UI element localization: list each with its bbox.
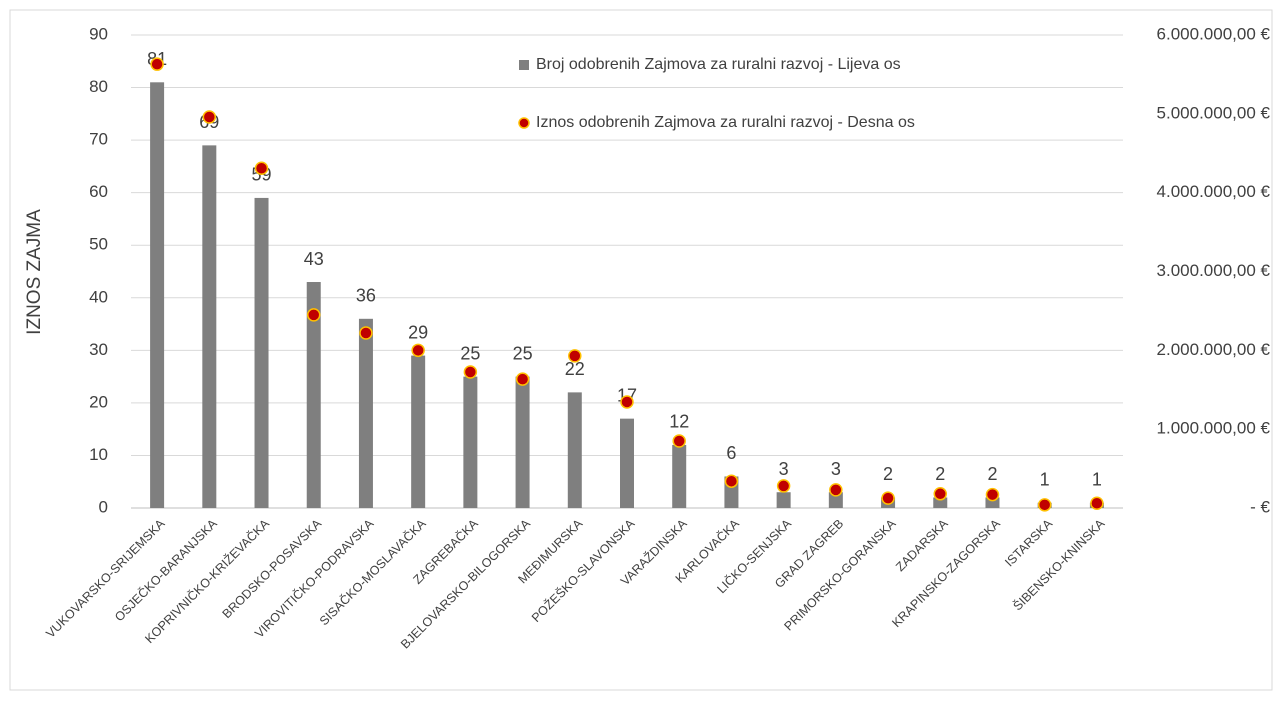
point	[463, 365, 478, 379]
y2-tick-label: - €	[1250, 497, 1270, 516]
x-tick-label: ZADARSKA	[893, 516, 951, 574]
point	[985, 487, 1000, 502]
bar	[358, 318, 373, 508]
point	[1037, 498, 1052, 512]
y2-tick-label: 6.000.000,00 €	[1157, 24, 1271, 43]
y2-tick-label: 2.000.000,00 €	[1157, 340, 1271, 359]
data-label: 3	[831, 459, 841, 479]
legend-label: Iznos odobrenih Zajmova za ruralni razvo…	[536, 114, 915, 131]
data-label: 12	[669, 412, 689, 432]
point	[568, 349, 582, 363]
y-tick-label: 40	[89, 287, 108, 306]
data-label: 2	[935, 464, 945, 484]
bar	[463, 376, 478, 508]
x-tick-label: SISAČKO-MOSLAVAČKA	[316, 515, 429, 628]
legend-label: Broj odobrenih Zajmova za ruralni razvoj…	[536, 56, 901, 73]
data-label: 29	[408, 322, 428, 342]
y-tick-label: 0	[99, 497, 108, 516]
y2-tick-label: 1.000.000,00 €	[1157, 419, 1271, 438]
point	[672, 434, 686, 448]
x-tick-label: OSJEČKO-BARANJSKA	[111, 515, 220, 624]
point	[150, 57, 164, 71]
point	[306, 308, 321, 322]
point	[359, 326, 373, 340]
data-label: 1	[1092, 469, 1102, 489]
point	[620, 395, 634, 409]
y-tick-label: 30	[89, 340, 108, 359]
data-label: 43	[304, 249, 324, 269]
bar	[828, 492, 843, 508]
y-tick-label: 50	[89, 235, 108, 254]
point	[881, 491, 895, 505]
y-tick-label: 70	[89, 130, 108, 149]
y-axis-label: IZNOS ZAJMA	[24, 209, 45, 335]
x-tick-label: PRIMORSKO-GORANSKA	[782, 516, 899, 633]
bar	[254, 197, 269, 508]
data-label: 22	[565, 359, 585, 379]
bar	[933, 497, 948, 508]
y2-tick-label: 4.000.000,00 €	[1157, 182, 1271, 201]
point	[411, 343, 425, 358]
point	[254, 161, 269, 175]
point	[724, 474, 739, 488]
data-label: 36	[356, 286, 376, 306]
y2-tick-label: 3.000.000,00 €	[1157, 261, 1271, 280]
bar	[776, 492, 791, 508]
legend-swatch	[518, 117, 530, 129]
bar	[202, 145, 217, 508]
point	[776, 479, 791, 493]
data-label: 25	[460, 343, 480, 363]
data-label: 2	[987, 464, 997, 484]
data-label: 6	[726, 443, 736, 463]
x-tick-label: ŠIBENSKO-KNINSKA	[1010, 515, 1108, 613]
data-label: 1	[1040, 469, 1050, 489]
bar	[672, 444, 687, 508]
y2-tick-label: 5.000.000,00 €	[1157, 103, 1271, 122]
data-label: 2	[883, 464, 893, 484]
point	[933, 487, 948, 501]
x-tick-label: KRAPINSKO-ZAGORSKA	[889, 516, 1003, 630]
bar	[150, 82, 165, 509]
data-label: 3	[779, 459, 789, 479]
chart-border	[9, 9, 1273, 691]
y-tick-label: 10	[89, 445, 108, 464]
y-tick-label: 80	[89, 77, 108, 96]
legend-swatch	[519, 60, 529, 70]
bar	[567, 392, 582, 508]
point	[515, 372, 530, 386]
data-label: 25	[513, 343, 533, 363]
point	[202, 110, 217, 124]
bar	[306, 282, 321, 508]
x-tick-label: ISTARSKA	[1002, 516, 1055, 569]
bar	[411, 355, 426, 508]
y-tick-label: 90	[89, 24, 108, 43]
bar	[620, 418, 634, 508]
y-tick-label: 60	[89, 182, 108, 201]
bar	[515, 376, 530, 508]
bar	[985, 497, 1000, 508]
point	[829, 483, 843, 497]
x-tick-label: POŽEŠKO-SLAVONSKA	[528, 515, 638, 625]
x-tick-label: BRODSKO-POSAVSKA	[220, 516, 325, 621]
y-tick-label: 20	[89, 392, 108, 411]
point	[1090, 496, 1104, 511]
